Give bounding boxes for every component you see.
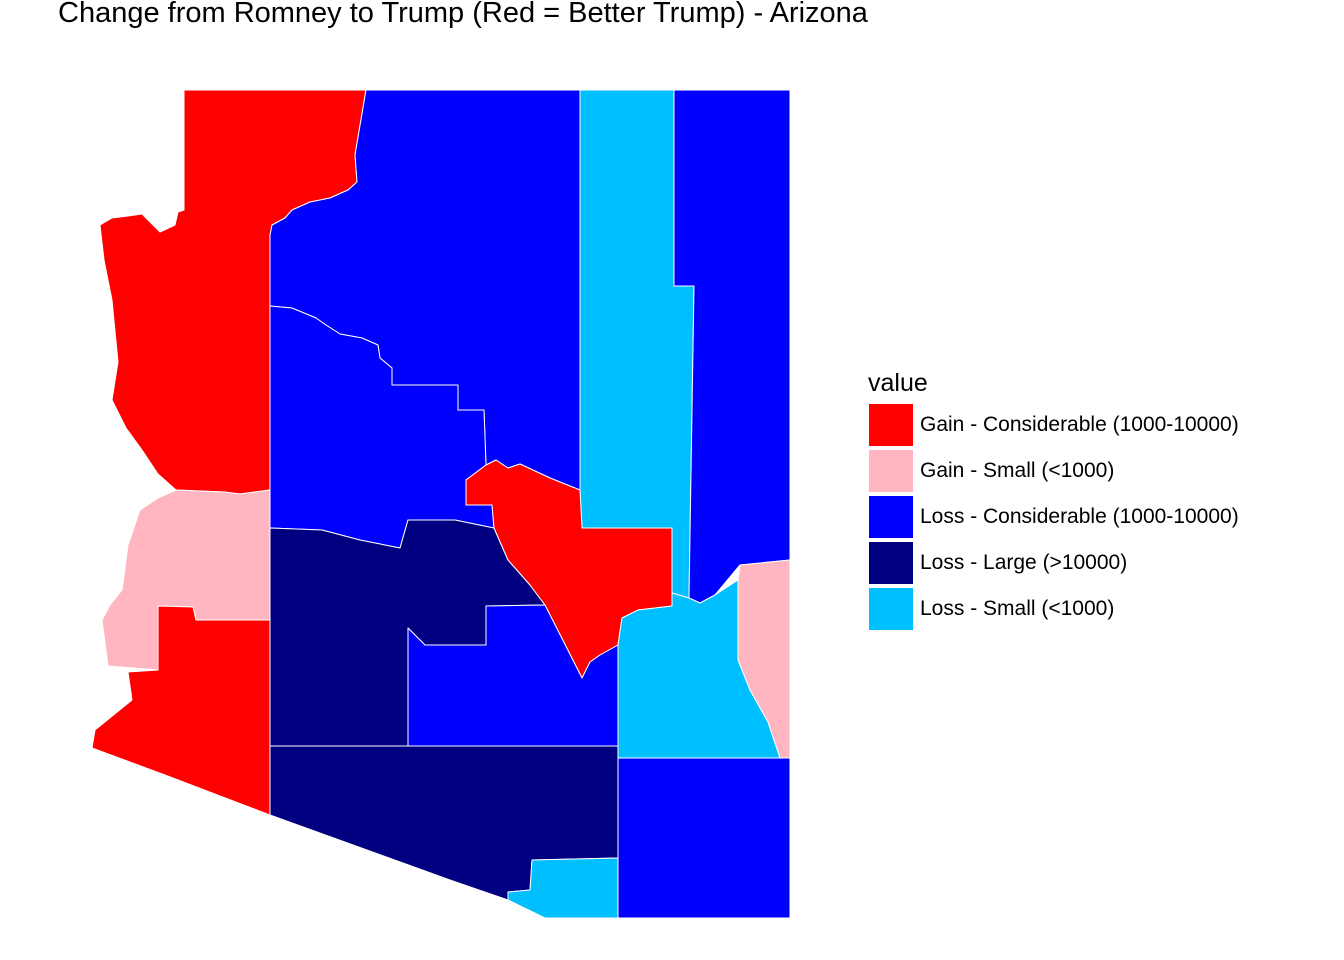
legend-title: value xyxy=(868,369,928,397)
legend-swatch xyxy=(868,495,914,539)
county-yuma xyxy=(91,605,271,816)
legend-label: Loss - Large (>10000) xyxy=(920,551,1128,574)
page-title: Change from Romney to Trump (Red = Bette… xyxy=(58,0,868,29)
legend-label: Loss - Small (<1000) xyxy=(920,597,1115,620)
legend-item: Loss - Considerable (1000-10000) xyxy=(868,494,1239,540)
legend-label: Gain - Considerable (1000-10000) xyxy=(920,413,1239,436)
legend-swatch xyxy=(868,449,914,493)
legend-swatch xyxy=(868,587,914,631)
legend-label: Loss - Considerable (1000-10000) xyxy=(920,505,1239,528)
legend-item: Gain - Small (<1000) xyxy=(868,448,1239,494)
county-cochise xyxy=(617,757,791,919)
legend-item: Loss - Small (<1000) xyxy=(868,586,1239,632)
arizona-county-map xyxy=(91,89,791,919)
legend: value Gain - Considerable (1000-10000) G… xyxy=(868,369,1239,632)
county-greenlee xyxy=(737,559,791,759)
legend-item: Loss - Large (>10000) xyxy=(868,540,1239,586)
legend-label: Gain - Small (<1000) xyxy=(920,459,1115,482)
legend-item: Gain - Considerable (1000-10000) xyxy=(868,402,1239,448)
legend-swatch xyxy=(868,403,914,447)
legend-swatch xyxy=(868,541,914,585)
